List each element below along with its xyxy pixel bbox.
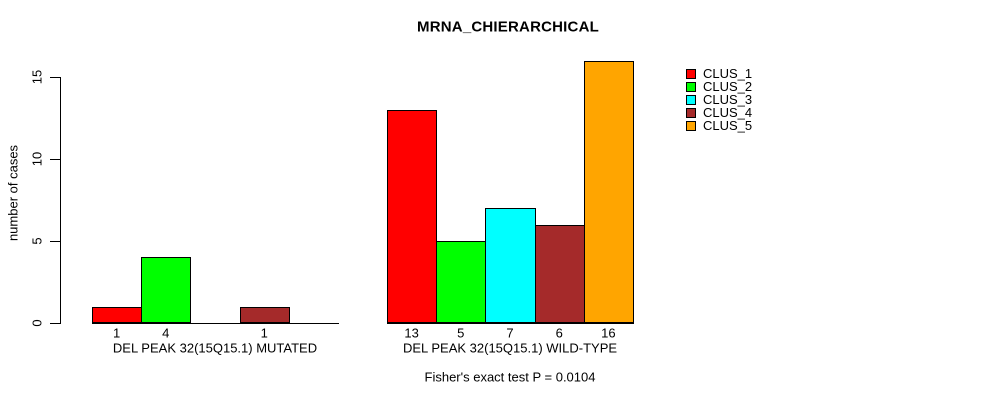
- legend-swatch-icon: [686, 68, 696, 79]
- legend-item: CLUS_5: [686, 119, 752, 132]
- legend-swatch-icon: [686, 94, 696, 105]
- y-axis-line: [60, 77, 61, 324]
- legend-label: CLUS_3: [703, 92, 753, 107]
- legend-label: CLUS_1: [703, 66, 753, 81]
- x-axis-baseline: [92, 323, 339, 324]
- fisher-test-annotation: Fisher's exact test P = 0.0104: [424, 369, 596, 385]
- y-axis-tick-label: 15: [29, 69, 45, 85]
- bar-clus_4: [535, 225, 585, 323]
- y-axis-tick: [50, 159, 60, 160]
- group-label-wild-type: DEL PEAK 32(15Q15.1) WILD-TYPE: [402, 340, 618, 356]
- legend-swatch-icon: [686, 107, 696, 118]
- legend: CLUS_1 CLUS_2 CLUS_3 CLUS_4 CLUS_5: [686, 0, 836, 400]
- legend-item: CLUS_3: [686, 93, 752, 106]
- x-axis-baseline: [387, 323, 634, 324]
- legend-item: CLUS_2: [686, 80, 752, 93]
- y-axis-tick-label: 10: [29, 151, 45, 167]
- legend-item: CLUS_1: [686, 67, 752, 80]
- y-axis-tick-label: 5: [29, 237, 45, 245]
- legend-label: CLUS_4: [703, 105, 753, 120]
- group-label-mutated: DEL PEAK 32(15Q15.1) MUTATED: [112, 340, 318, 356]
- bar-value-label: 5: [457, 325, 465, 341]
- y-axis-tick: [50, 77, 60, 78]
- y-axis-tick: [50, 323, 60, 324]
- bar-clus_4: [240, 307, 290, 323]
- bar-clus_5: [584, 61, 634, 323]
- bar-clus_2: [141, 257, 191, 323]
- bar-value-label: 13: [404, 325, 419, 341]
- bar-clus_1: [92, 307, 142, 323]
- bar-value-label: 6: [555, 325, 563, 341]
- bar-clus_1: [387, 110, 437, 323]
- bar-clus_3: [485, 208, 536, 323]
- legend-item: CLUS_4: [686, 106, 752, 119]
- bar-clus_2: [436, 241, 486, 323]
- legend-swatch-icon: [686, 120, 696, 131]
- bar-value-label: 7: [506, 325, 514, 341]
- bar-value-label: 1: [112, 325, 121, 341]
- chart-title: MRNA_CHIERARCHICAL: [417, 18, 599, 36]
- bar-value-label: 1: [260, 325, 268, 341]
- legend-label: CLUS_5: [703, 118, 753, 133]
- bar-value-label: 16: [601, 325, 616, 341]
- y-axis-tick-label: 0: [29, 319, 45, 327]
- legend-swatch-icon: [686, 81, 696, 92]
- legend-label: CLUS_2: [703, 79, 753, 94]
- bar-value-label: 4: [162, 325, 170, 341]
- y-axis-tick: [50, 241, 60, 242]
